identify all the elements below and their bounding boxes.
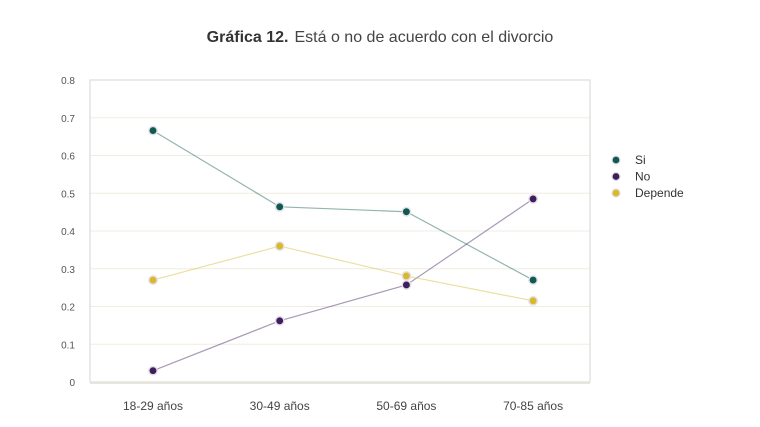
legend-label-si: Si: [635, 153, 646, 167]
legend-label-depende: Depende: [635, 186, 684, 200]
data-point-si: [148, 125, 158, 136]
data-point-depende: [401, 270, 412, 281]
y-tick-label: 0.8: [61, 76, 75, 87]
data-point-depende: [148, 275, 158, 286]
y-tick-label: 0.3: [61, 265, 75, 276]
y-tick-label: 0.4: [61, 227, 75, 238]
legend-label-no: No: [635, 170, 651, 184]
data-point-no: [528, 193, 539, 204]
legend-marker-depende: [611, 188, 621, 198]
y-tick-label: 0.6: [61, 152, 75, 163]
series-line-si: [152, 130, 534, 281]
data-point-si: [528, 275, 539, 286]
x-tick-label: 50-69 años: [376, 399, 436, 413]
y-tick-label: 0.5: [61, 189, 75, 200]
x-tick-label: 70-85 años: [503, 399, 563, 413]
legend-marker-si: [611, 155, 621, 165]
legend-marker-no: [611, 171, 621, 182]
x-tick-label: 18-29 años: [123, 399, 183, 413]
data-point-si: [401, 206, 412, 217]
chart-title: Gráfica 12. Está o no de acuerdo con el d…: [0, 29, 760, 47]
series-line-no: [152, 198, 534, 372]
y-tick-label: 0.1: [61, 340, 75, 351]
data-point-si: [274, 201, 285, 212]
data-point-depende: [528, 295, 539, 306]
chart-title-bold: Gráfica 12.: [206, 29, 289, 46]
data-point-no: [274, 315, 285, 326]
x-tick-label: 30-49 años: [250, 399, 310, 413]
data-point-depende: [274, 241, 285, 252]
data-point-no: [148, 365, 158, 376]
y-tick-label: 0: [69, 378, 75, 389]
data-point-no: [401, 280, 412, 290]
y-tick-label: 0.7: [61, 114, 75, 125]
series-line-depende: [152, 245, 534, 302]
y-tick-label: 0.2: [61, 303, 75, 314]
chart-title-text: Está o no de acuerdo con el divorcio: [294, 29, 554, 46]
